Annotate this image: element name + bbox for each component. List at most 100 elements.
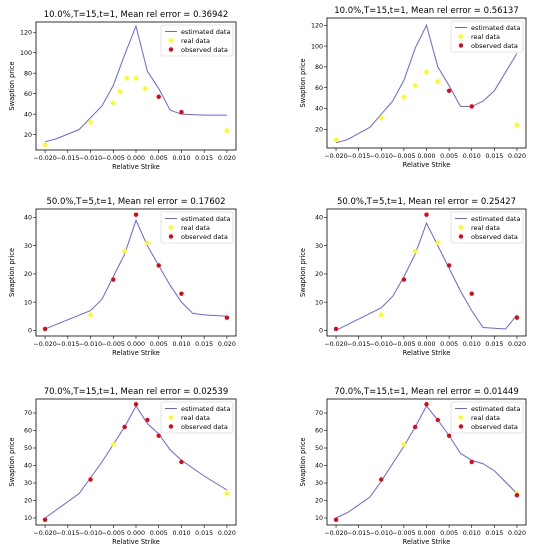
- legend-box: [450, 401, 524, 434]
- observed-data-point: [446, 263, 452, 268]
- observed-data-point: [401, 277, 407, 282]
- legend-entry: estimated data: [471, 405, 520, 413]
- observed-data-point: [514, 315, 520, 320]
- observed-data-point: [333, 326, 339, 332]
- legend-box: [450, 211, 524, 244]
- observed-data-point: [133, 402, 139, 407]
- series-estimated-line: [335, 23, 518, 144]
- x-tick-label: −0.005: [102, 530, 125, 537]
- real-data-point: [379, 115, 384, 121]
- x-tick-label: 0.000: [417, 153, 435, 160]
- legend-observed-marker: [458, 234, 464, 239]
- observed-data-point: [42, 517, 48, 522]
- x-tick-label: −0.015: [347, 530, 370, 537]
- legend-entry: estimated data: [181, 215, 230, 223]
- chart-panel-5: 70.0%,T=15,t=1, Mean rel error = 0.02539…: [8, 387, 237, 546]
- y-tick-label: 20: [24, 132, 32, 139]
- x-tick-label: 0.015: [485, 530, 503, 537]
- x-tick-label: 0.015: [195, 155, 213, 162]
- x-tick-label: 0.005: [440, 530, 458, 537]
- real-data-point: [224, 491, 230, 496]
- x-tick-label: 0.000: [127, 341, 145, 348]
- x-tick-label: −0.020: [33, 155, 56, 162]
- y-axis-label: Swaption price: [299, 59, 307, 108]
- x-tick-label: −0.020: [324, 530, 347, 537]
- x-tick-label: 0.010: [172, 530, 190, 537]
- observed-data-point: [224, 315, 230, 320]
- real-data-point: [142, 86, 148, 91]
- series-estimated-line: [335, 221, 518, 331]
- real-data-point: [145, 240, 150, 246]
- y-tick-label: 20: [24, 498, 32, 505]
- x-tick-label: −0.020: [324, 153, 347, 160]
- legend-entry: estimated data: [181, 405, 230, 413]
- x-tick-label: 0.020: [218, 341, 236, 348]
- x-tick-label: 0.010: [463, 341, 481, 348]
- chart-title: 10.0%,T=15,t=1, Mean rel error = 0.36942: [44, 10, 229, 20]
- y-axis-label: Swaption price: [299, 248, 307, 297]
- x-axis-label: Relative Strike: [403, 349, 451, 357]
- real-data-point: [124, 76, 130, 81]
- y-tick-label: 60: [315, 428, 323, 435]
- chart-panel-4: 50.0%,T=5,t=1, Mean rel error = 0.25427 −…: [299, 197, 527, 357]
- observed-data-point: [514, 493, 520, 498]
- real-data-point: [117, 89, 123, 94]
- y-tick-label: 40: [315, 215, 323, 222]
- x-tick-label: 0.015: [195, 341, 213, 348]
- y-tick-label: 80: [24, 70, 32, 77]
- x-tick-label: −0.010: [79, 155, 102, 162]
- legend-observed-marker: [458, 424, 464, 429]
- observed-data-point: [133, 212, 139, 217]
- y-tick-label: 60: [24, 91, 32, 98]
- legend-real-marker: [458, 225, 464, 230]
- legend-entry: observed data: [471, 423, 518, 431]
- observed-data-point: [446, 433, 452, 438]
- y-tick-label: 20: [315, 126, 323, 133]
- real-data-point: [88, 120, 93, 125]
- observed-data-point: [156, 94, 161, 99]
- y-tick-label: 0: [28, 328, 32, 335]
- legend-observed-marker: [168, 234, 174, 239]
- real-data-point: [435, 240, 441, 246]
- legend-box: [160, 401, 234, 434]
- y-tick-label: 60: [24, 428, 32, 435]
- chart-title: 10.0%,T=15,t=1, Mean rel error = 0.56137: [334, 6, 519, 16]
- real-data-point: [333, 137, 339, 142]
- chart-title: 50.0%,T=5,t=1, Mean rel error = 0.17602: [46, 197, 225, 207]
- legend-entry: estimated data: [471, 24, 520, 32]
- observed-data-point: [122, 424, 127, 430]
- observed-data-point: [446, 88, 452, 94]
- y-tick-label: 40: [315, 463, 323, 470]
- y-tick-label: 120: [311, 22, 323, 29]
- real-data-point: [401, 442, 407, 447]
- observed-data-point: [333, 517, 339, 522]
- x-tick-label: 0.020: [508, 341, 526, 348]
- legend-entry: real data: [471, 224, 500, 232]
- legend-entry: estimated data: [471, 215, 520, 223]
- x-tick-label: 0.005: [440, 153, 458, 160]
- observed-data-point: [424, 212, 429, 217]
- observed-data-point: [42, 326, 48, 332]
- legend-observed-marker: [458, 43, 464, 48]
- legend-box: [160, 24, 234, 57]
- x-tick-label: −0.010: [370, 341, 393, 348]
- x-tick-label: −0.010: [370, 153, 393, 160]
- chart-panel-2: 10.0%,T=15,t=1, Mean rel error = 0.56137…: [299, 6, 527, 169]
- x-tick-label: −0.015: [347, 341, 370, 348]
- x-tick-label: 0.010: [463, 153, 481, 160]
- x-tick-label: −0.005: [102, 155, 125, 162]
- y-tick-label: 40: [24, 463, 32, 470]
- y-tick-label: 10: [24, 515, 32, 522]
- x-tick-label: 0.000: [127, 530, 145, 537]
- observed-data-point: [145, 417, 150, 423]
- legend-real-marker: [458, 415, 464, 420]
- y-axis-label: Swaption price: [8, 438, 16, 487]
- x-tick-label: 0.020: [508, 153, 526, 160]
- y-tick-label: 100: [311, 43, 323, 50]
- real-data-point: [88, 312, 93, 318]
- y-tick-label: 40: [24, 111, 32, 118]
- x-tick-label: −0.010: [79, 530, 102, 537]
